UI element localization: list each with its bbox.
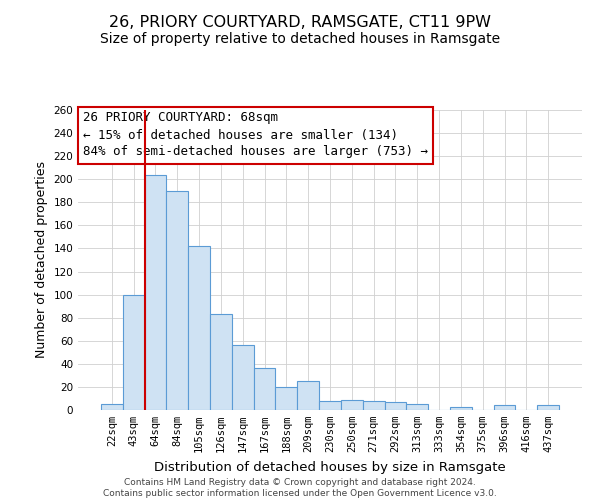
Bar bbox=[363, 401, 385, 410]
Bar bbox=[385, 402, 406, 410]
Bar bbox=[145, 174, 166, 410]
Bar bbox=[319, 401, 341, 410]
Bar bbox=[494, 406, 515, 410]
Bar bbox=[101, 404, 123, 410]
Bar bbox=[537, 406, 559, 410]
Y-axis label: Number of detached properties: Number of detached properties bbox=[35, 162, 48, 358]
Bar bbox=[341, 400, 363, 410]
Bar bbox=[254, 368, 275, 410]
Text: 26, PRIORY COURTYARD, RAMSGATE, CT11 9PW: 26, PRIORY COURTYARD, RAMSGATE, CT11 9PW bbox=[109, 15, 491, 30]
Bar bbox=[406, 404, 428, 410]
Text: Contains HM Land Registry data © Crown copyright and database right 2024.
Contai: Contains HM Land Registry data © Crown c… bbox=[103, 478, 497, 498]
Bar bbox=[275, 387, 297, 410]
Text: Size of property relative to detached houses in Ramsgate: Size of property relative to detached ho… bbox=[100, 32, 500, 46]
X-axis label: Distribution of detached houses by size in Ramsgate: Distribution of detached houses by size … bbox=[154, 460, 506, 473]
Text: 26 PRIORY COURTYARD: 68sqm
← 15% of detached houses are smaller (134)
84% of sem: 26 PRIORY COURTYARD: 68sqm ← 15% of deta… bbox=[83, 112, 428, 158]
Bar bbox=[210, 314, 232, 410]
Bar bbox=[123, 294, 145, 410]
Bar bbox=[188, 246, 210, 410]
Bar bbox=[232, 346, 254, 410]
Bar bbox=[450, 406, 472, 410]
Bar bbox=[166, 191, 188, 410]
Bar bbox=[297, 381, 319, 410]
